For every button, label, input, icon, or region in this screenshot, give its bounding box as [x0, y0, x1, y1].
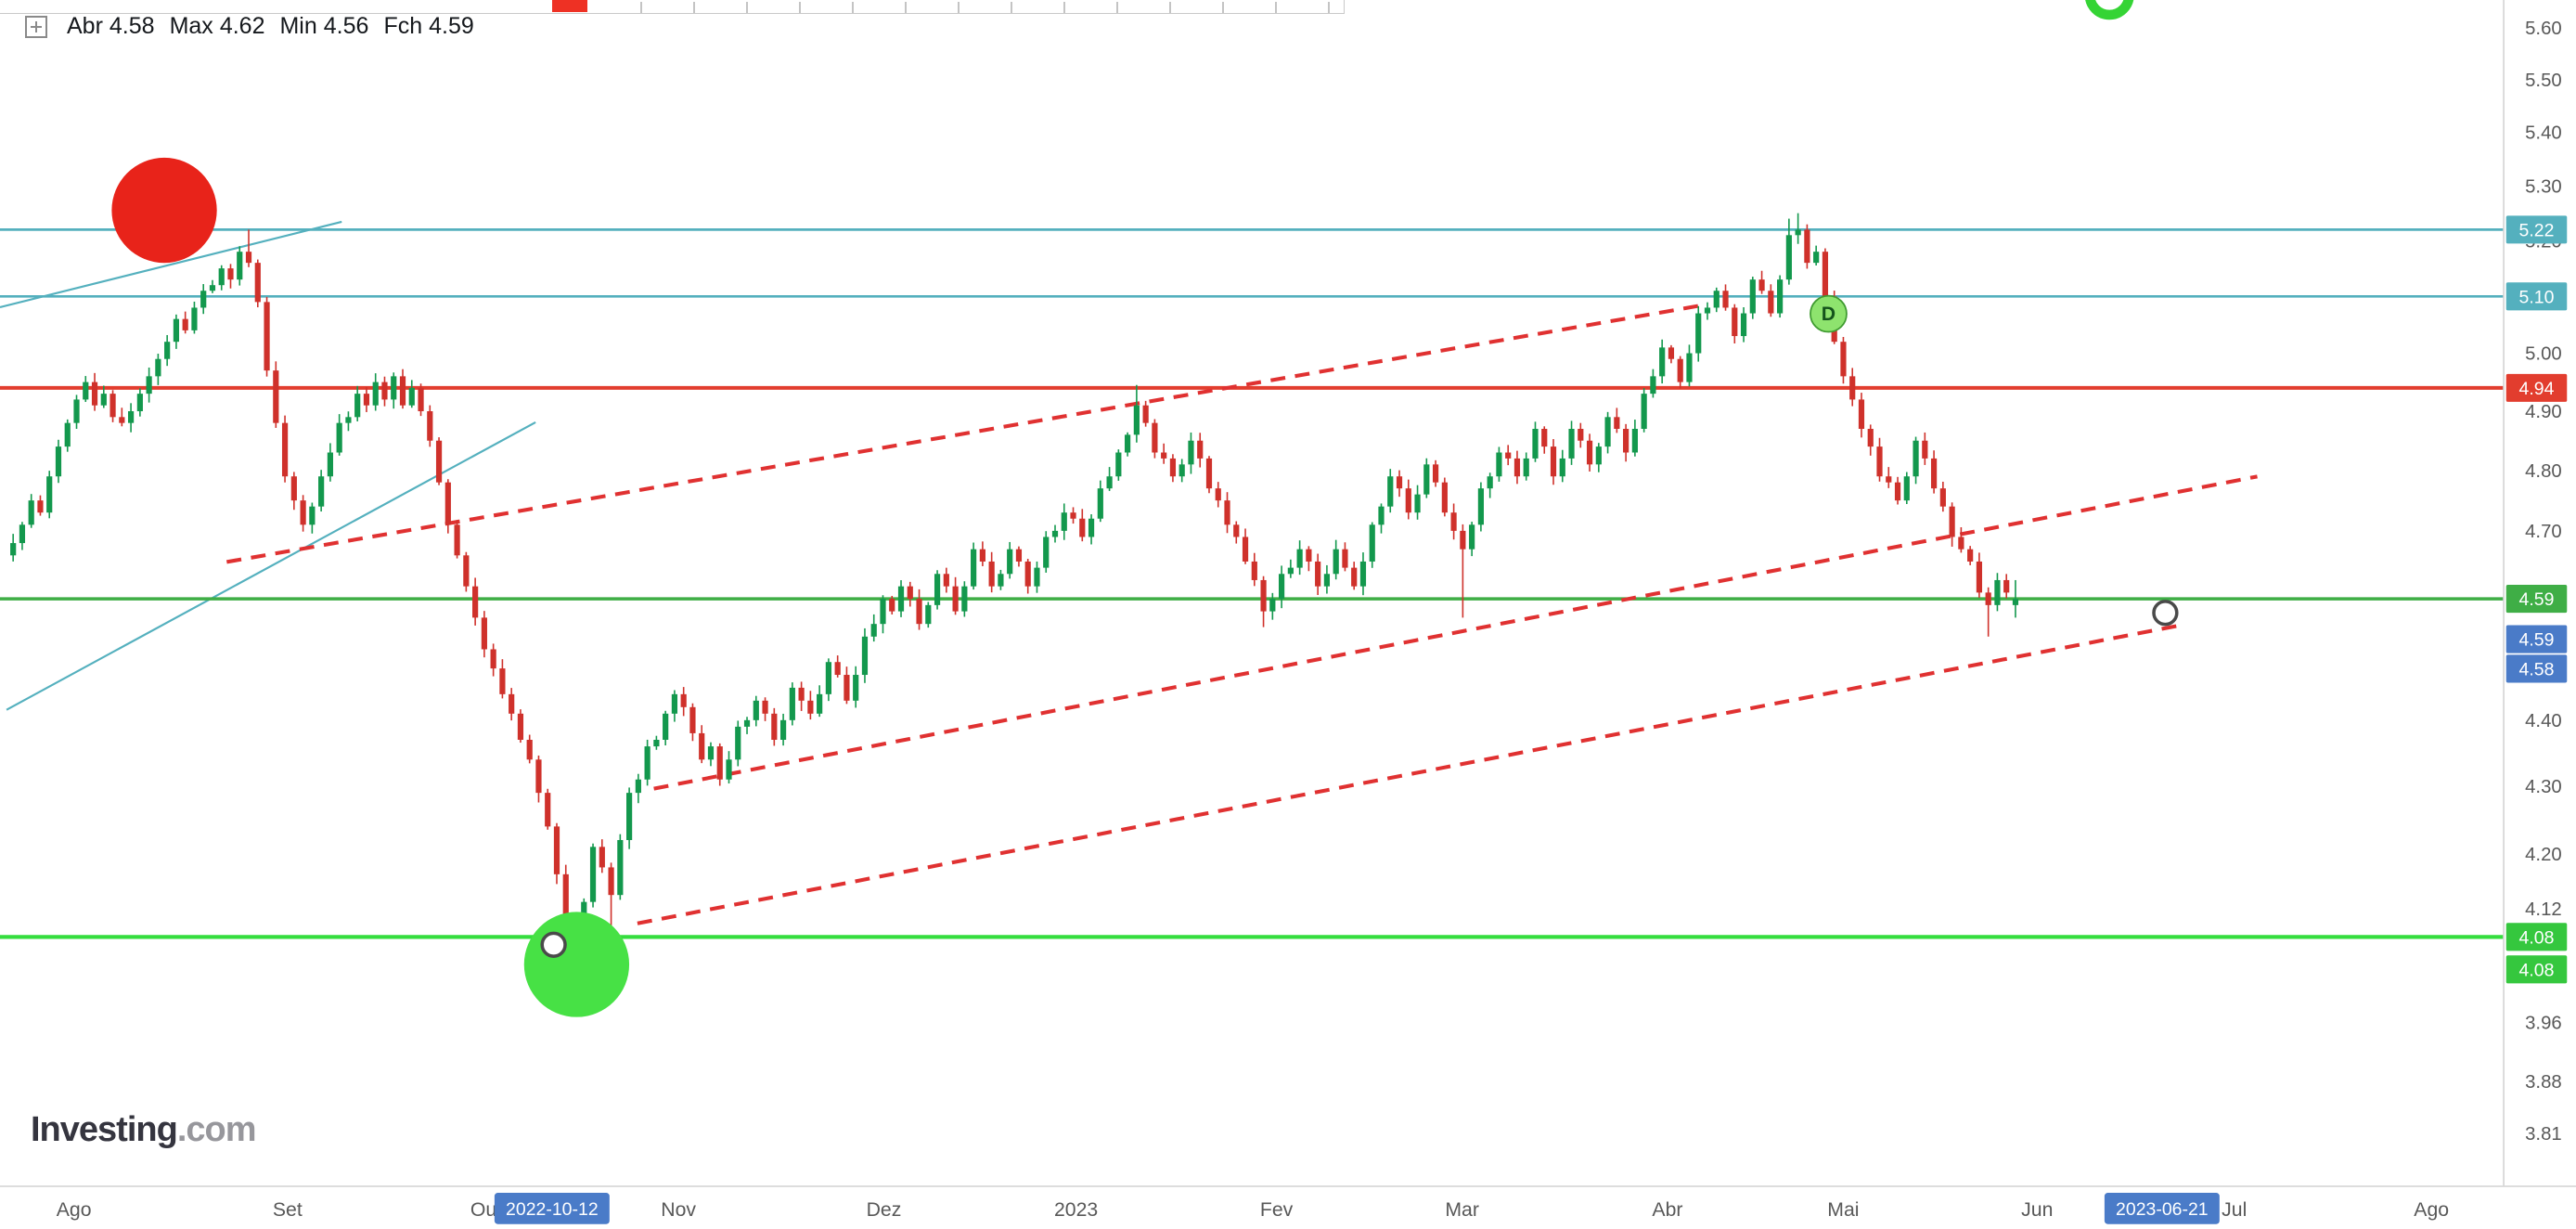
dashed-channel-line[interactable] [225, 304, 1701, 564]
teal-trendline[interactable] [6, 420, 536, 711]
month-label: Jul [2222, 1198, 2247, 1221]
price-chip [2505, 654, 2568, 683]
toolbar-tick-marks [640, 2, 1342, 13]
month-label: Set [273, 1198, 303, 1221]
price-tick-label: 5.30 [2525, 176, 2562, 197]
month-label: Dez [867, 1198, 902, 1221]
price-chip [2505, 923, 2568, 951]
price-tick-label: 4.40 [2525, 711, 2562, 731]
logo-brand: Investing [31, 1110, 178, 1149]
svg-text:5.10: 5.10 [2519, 287, 2555, 307]
green-circle-marker[interactable] [523, 912, 630, 1017]
open-label: Abr [67, 13, 103, 39]
max-label: Max [169, 13, 213, 39]
price-chip [2505, 373, 2568, 402]
month-label: Ago [57, 1198, 92, 1221]
svg-text:4.08: 4.08 [2519, 927, 2555, 948]
teal-trendline[interactable] [0, 220, 342, 309]
month-label: Mai [1827, 1198, 1859, 1221]
price-tick-label: 4.12 [2525, 899, 2562, 920]
plus-box-icon[interactable] [24, 15, 48, 39]
price-tick-label: 5.50 [2525, 71, 2562, 91]
anchor-point-low[interactable] [540, 931, 567, 958]
svg-text:4.58: 4.58 [2519, 659, 2555, 679]
month-label: Jun [2021, 1198, 2053, 1221]
month-label: Mar [1445, 1198, 1479, 1221]
price-tick-label: 4.80 [2525, 461, 2562, 482]
ohlc-legend: Abr 4.58 Max 4.62 Min 4.56 Fch 4.59 [24, 13, 474, 40]
price-tick-label: 4.30 [2525, 777, 2562, 797]
month-label: Ago [2414, 1198, 2449, 1221]
month-label: Abr [1652, 1198, 1682, 1221]
svg-text:4.08: 4.08 [2519, 960, 2555, 980]
price-tick-label: 3.96 [2525, 1014, 2562, 1034]
price-tick-label: 5.00 [2525, 344, 2562, 365]
svg-text:2023-06-21: 2023-06-21 [2116, 1199, 2209, 1220]
price-chip [2505, 215, 2568, 244]
red-circle-marker[interactable] [111, 157, 217, 264]
svg-text:2022-10-12: 2022-10-12 [506, 1199, 599, 1220]
date-chip [2104, 1193, 2220, 1224]
dashed-channel-line[interactable] [653, 474, 2258, 791]
price-chip [2505, 585, 2568, 614]
candles [10, 213, 2019, 1002]
price-tick-label: 3.88 [2525, 1072, 2562, 1093]
date-chip [494, 1193, 610, 1224]
min-value: 4.56 [323, 13, 369, 39]
price-tick-label: 4.70 [2525, 522, 2562, 542]
top-toolbar-fragment[interactable] [0, 0, 1345, 14]
price-tick-label: 5.40 [2525, 123, 2562, 144]
svg-text:D: D [1822, 303, 1835, 325]
record-button[interactable] [552, 0, 587, 12]
logo-tld: .com [176, 1110, 257, 1149]
anchor-point-right[interactable] [2152, 600, 2179, 627]
price-tick-label: 4.20 [2525, 845, 2562, 865]
month-label: Out [470, 1198, 502, 1221]
close-label: Fch [383, 13, 423, 39]
min-label: Min [279, 13, 317, 39]
price-tick-label: 3.81 [2525, 1124, 2562, 1145]
price-axis-panel[interactable] [2504, 0, 2576, 1229]
open-value: 4.58 [109, 13, 155, 39]
dividend-badge[interactable] [1810, 294, 1848, 333]
investing-logo: Investing.com [31, 1110, 257, 1150]
svg-text:4.59: 4.59 [2519, 630, 2555, 651]
max-value: 4.62 [219, 13, 265, 39]
month-label: 2023 [1054, 1198, 1098, 1221]
price-chip [2505, 955, 2568, 984]
svg-text:4.59: 4.59 [2519, 589, 2555, 610]
svg-text:4.94: 4.94 [2519, 379, 2555, 399]
close-value: 4.59 [429, 13, 474, 39]
price-chip [2505, 282, 2568, 311]
price-chip [2505, 625, 2568, 653]
dashed-channel-line[interactable] [637, 622, 2186, 925]
month-label: Nov [661, 1198, 696, 1221]
svg-text:5.22: 5.22 [2519, 220, 2555, 240]
price-tick-label: 5.60 [2525, 19, 2562, 39]
top-green-ring-marker[interactable] [2085, 0, 2134, 20]
price-tick-label: 4.90 [2525, 402, 2562, 422]
month-label: Fev [1260, 1198, 1294, 1221]
